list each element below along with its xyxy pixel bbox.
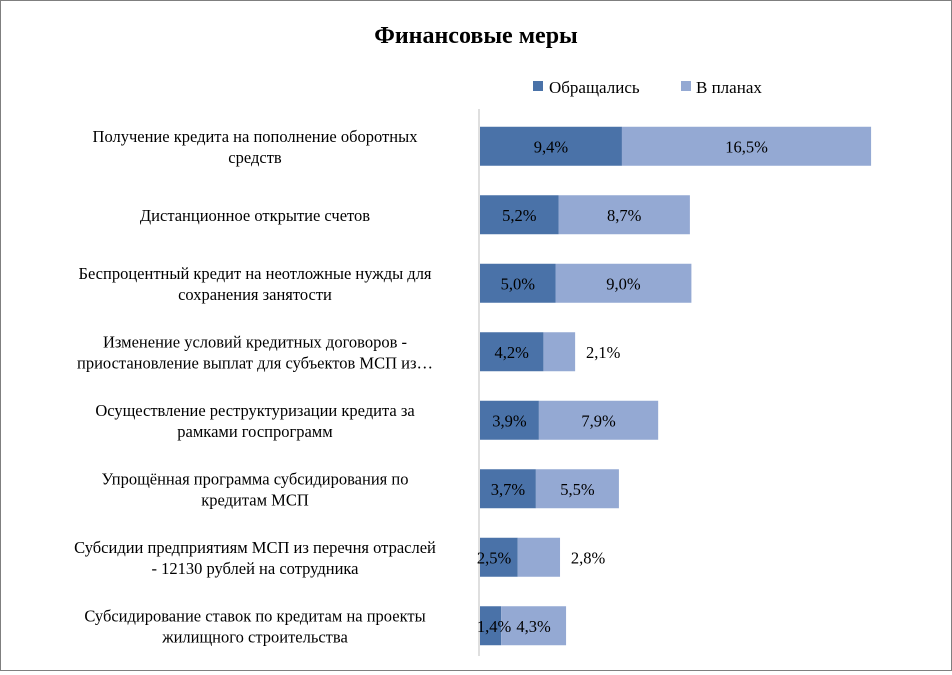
category-label-7-0: Субсидирование ставок по кредитам на про…	[84, 606, 425, 625]
data-label-applied-7: 1,4%	[477, 617, 512, 636]
data-label-planned-5: 5,5%	[560, 480, 595, 499]
data-labels: 9,4% 16,5% 5,2% 8,7% 5,0% 9,0% 4,2% 2,1% 3,9% 7,9…	[477, 137, 768, 636]
bars-group	[480, 126, 872, 646]
category-label-5-1: кредитам МСП	[201, 490, 309, 509]
data-label-planned-4: 7,9%	[581, 411, 616, 430]
category-label-0-0: Получение кредита на пополнение оборотны…	[93, 127, 419, 146]
category-label-5-0: Упрощённая программа субсидирования по	[102, 469, 409, 488]
bar-applied-1	[480, 195, 559, 235]
category-label-4-0: Осуществление реструктуризации кредита з…	[95, 401, 415, 420]
data-label-planned-7: 4,3%	[516, 617, 551, 636]
data-label-applied-6: 2,5%	[477, 548, 512, 567]
bar-applied-5	[480, 469, 536, 509]
category-labels: Получение кредита на пополнение оборотны…	[74, 127, 436, 647]
bar-planned-0	[621, 126, 872, 166]
bar-applied-7	[480, 606, 502, 646]
category-label-4-1: рамками госпрограмм	[177, 422, 333, 441]
data-label-planned-2: 9,0%	[606, 274, 641, 293]
bar-applied-6	[480, 537, 518, 577]
category-label-6-0: Субсидии предприятиям МСП из перечня отр…	[74, 538, 436, 557]
data-label-applied-0: 9,4%	[534, 137, 569, 156]
category-label-3-0: Изменение условий кредитных договоров -	[103, 332, 407, 351]
data-label-planned-0: 16,5%	[725, 137, 768, 156]
bar-planned-2	[555, 263, 692, 303]
bar-applied-3	[480, 332, 544, 372]
chart-title: Финансовые меры	[374, 23, 578, 49]
data-label-applied-2: 5,0%	[501, 274, 536, 293]
data-label-applied-4: 3,9%	[492, 411, 527, 430]
legend: Обращались В планах	[533, 78, 762, 97]
bar-planned-1	[558, 195, 690, 235]
category-label-6-1: - 12130 рублей на сотрудника	[152, 559, 360, 578]
data-label-planned-6: 2,8%	[571, 548, 606, 567]
legend-label-applied: Обращались	[549, 78, 640, 97]
bar-applied-4	[480, 400, 539, 440]
data-label-planned-3: 2,1%	[586, 343, 621, 362]
category-label-0-1: средств	[228, 148, 282, 167]
data-label-applied-3: 4,2%	[495, 343, 530, 362]
legend-swatch-applied	[533, 81, 543, 91]
data-label-planned-1: 8,7%	[607, 206, 642, 225]
category-label-3-1: приостановление выплат для субъектов МСП…	[77, 353, 433, 372]
category-label-1-0: Дистанционное открытие счетов	[140, 206, 370, 225]
category-label-2-1: сохранения занятости	[178, 285, 332, 304]
legend-swatch-planned	[681, 81, 691, 91]
legend-label-planned: В планах	[696, 78, 762, 97]
bar-applied-0	[480, 126, 622, 166]
category-label-2-0: Беспроцентный кредит на неотложные нужды…	[78, 264, 431, 283]
bar-planned-6	[517, 537, 561, 577]
category-label-7-1: жилищного строительства	[161, 627, 348, 646]
data-label-applied-5: 3,7%	[491, 480, 526, 499]
bar-planned-7	[501, 606, 567, 646]
bar-planned-5	[535, 469, 619, 509]
bar-applied-2	[480, 263, 556, 303]
bar-planned-3	[543, 332, 576, 372]
data-label-applied-1: 5,2%	[502, 206, 537, 225]
bar-planned-4	[538, 400, 659, 440]
